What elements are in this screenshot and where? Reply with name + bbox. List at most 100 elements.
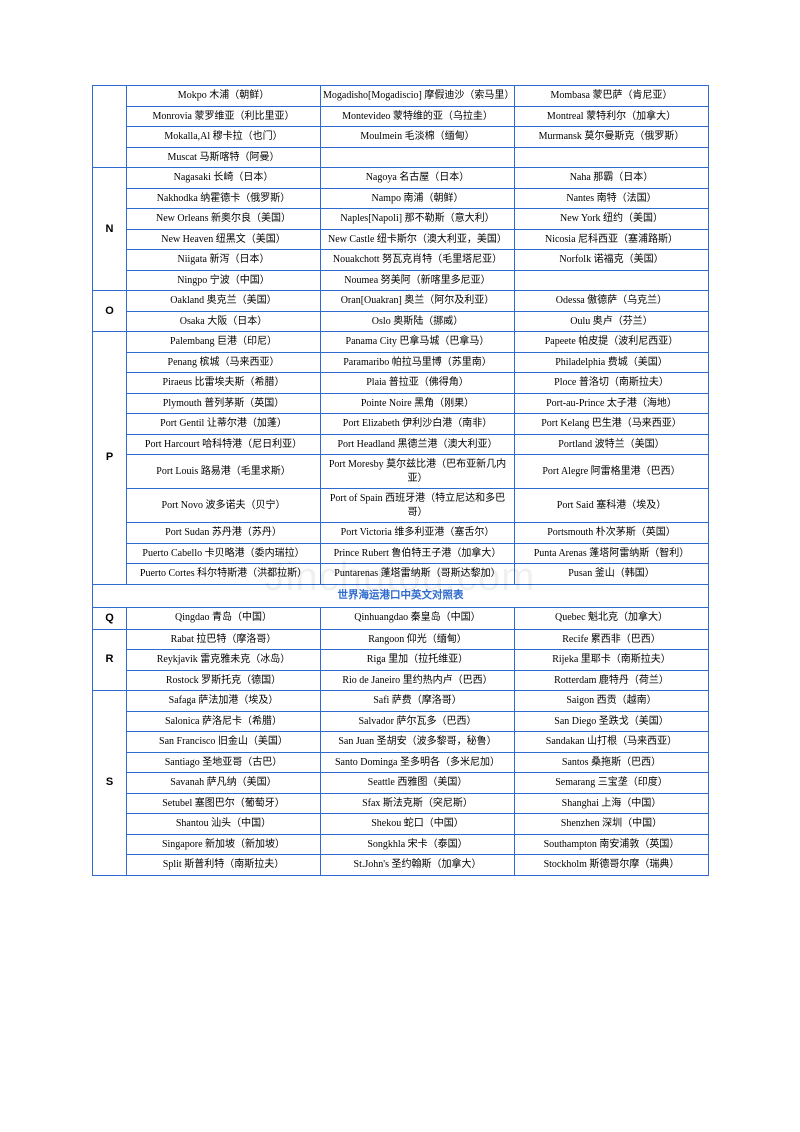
table-row: Split 斯普利特（南斯拉夫）St.John's 圣约翰斯（加拿大）Stock… bbox=[93, 855, 709, 876]
port-cell: Rijeka 里耶卡（南斯拉夫） bbox=[515, 650, 709, 671]
port-cell: Seattle 西雅图（美国） bbox=[321, 773, 515, 794]
port-cell: Philadelphia 费城（美国） bbox=[515, 352, 709, 373]
port-cell: Salvador 萨尔瓦多（巴西） bbox=[321, 711, 515, 732]
port-cell: New Orleans 新奥尔良（美国） bbox=[127, 209, 321, 230]
port-cell: Paramaribo 帕拉马里博（苏里南） bbox=[321, 352, 515, 373]
port-cell: Nantes 南特（法国） bbox=[515, 188, 709, 209]
port-cell: Pusan 釜山（韩国） bbox=[515, 564, 709, 585]
port-cell: Port Moresby 莫尔兹比港（巴布亚新几内亚） bbox=[321, 455, 515, 489]
port-cell: Mombasa 蒙巴萨（肯尼亚） bbox=[515, 86, 709, 107]
port-cell bbox=[515, 147, 709, 168]
port-cell: New Castle 纽卡斯尔（澳大利亚，美国） bbox=[321, 229, 515, 250]
port-cell: San Juan 圣胡安（波多黎哥，秘鲁） bbox=[321, 732, 515, 753]
port-cell: Mokalla,Al 穆卡拉（也门） bbox=[127, 127, 321, 148]
port-cell: Setubel 塞图巴尔（葡萄牙） bbox=[127, 793, 321, 814]
table-row: OOakland 奥克兰（美国）Oran[Ouakran] 奥兰（阿尔及利亚）O… bbox=[93, 291, 709, 312]
port-cell: Port Kelang 巴生港（马来西亚） bbox=[515, 414, 709, 435]
port-cell: Safi 萨费（摩洛哥） bbox=[321, 691, 515, 712]
port-cell: Nagoya 名古屋（日本） bbox=[321, 168, 515, 189]
port-cell: Port Alegre 阿雷格里港（巴西） bbox=[515, 455, 709, 489]
port-cell: Norfolk 诺福克（美国） bbox=[515, 250, 709, 271]
port-cell: San Diego 圣跌戈（美国） bbox=[515, 711, 709, 732]
port-cell: Punta Arenas 蓬塔阿雷纳斯（智利） bbox=[515, 543, 709, 564]
port-cell: Nampo 南浦（朝鲜） bbox=[321, 188, 515, 209]
port-cell: Port-au-Prince 太子港（海地） bbox=[515, 393, 709, 414]
letter-cell: O bbox=[93, 291, 127, 332]
table-row: Santiago 圣地亚哥（古巴）Santo Dominga 圣多明各（多米尼加… bbox=[93, 752, 709, 773]
table-row: Puerto Cabello 卡贝略港（委内瑞拉）Prince Rubert 鲁… bbox=[93, 543, 709, 564]
port-cell: Reykjavik 雷克雅未克（冰岛） bbox=[127, 650, 321, 671]
table-row: Niigata 新泻（日本）Nouakchott 努瓦克肖特（毛里塔尼亚）Nor… bbox=[93, 250, 709, 271]
port-cell: Muscat 马斯喀特（阿曼） bbox=[127, 147, 321, 168]
table-row: PPalembang 巨港（印尼）Panama City 巴拿马城（巴拿马）Pa… bbox=[93, 332, 709, 353]
table-row: QQingdao 青岛（中国）Qinhuangdao 秦皇岛（中国）Quebec… bbox=[93, 607, 709, 629]
table-row: Muscat 马斯喀特（阿曼） bbox=[93, 147, 709, 168]
port-cell: Port Novo 波多诺夫（贝宁） bbox=[127, 489, 321, 523]
port-cell: Murmansk 莫尔曼斯克（俄罗斯） bbox=[515, 127, 709, 148]
table-row: Monrovia 蒙罗维亚（利比里亚）Montevideo 蒙特维的亚（乌拉圭）… bbox=[93, 106, 709, 127]
port-cell: Port Elizabeth 伊利沙白港（南非） bbox=[321, 414, 515, 435]
port-cell: Sfax 斯法克斯（突尼斯） bbox=[321, 793, 515, 814]
table-row: Penang 槟城（马来西亚）Paramaribo 帕拉马里博（苏里南）Phil… bbox=[93, 352, 709, 373]
port-cell bbox=[515, 270, 709, 291]
port-cell: New Heaven 纽黑文（美国） bbox=[127, 229, 321, 250]
port-cell: Montevideo 蒙特维的亚（乌拉圭） bbox=[321, 106, 515, 127]
port-cell: Santos 桑拖斯（巴西） bbox=[515, 752, 709, 773]
table-row: Shantou 汕头（中国）Shekou 蛇口（中国）Shenzhen 深圳（中… bbox=[93, 814, 709, 835]
port-cell: Saigon 西贡（越南） bbox=[515, 691, 709, 712]
port-cell: Southampton 南安浦敦（英国） bbox=[515, 834, 709, 855]
table-row: SSafaga 萨法加港（埃及）Safi 萨费（摩洛哥）Saigon 西贡（越南… bbox=[93, 691, 709, 712]
page-container: Mokpo 木浦（朝鲜）Mogadisho[Mogadiscio] 摩假迪沙（索… bbox=[0, 0, 800, 936]
port-cell: Nicosia 尼科西亚（塞浦路斯） bbox=[515, 229, 709, 250]
port-cell: Pointe Noire 黑角（刚果） bbox=[321, 393, 515, 414]
letter-cell: P bbox=[93, 332, 127, 585]
port-cell: Rotterdam 鹿特丹（荷兰） bbox=[515, 670, 709, 691]
table-row: RRabat 拉巴特（摩洛哥）Rangoon 仰光（缅甸）Recife 累西非（… bbox=[93, 629, 709, 650]
port-cell: Riga 里加（拉托维亚） bbox=[321, 650, 515, 671]
port-cell: Port Louis 路易港（毛里求斯） bbox=[127, 455, 321, 489]
table-row: Mokpo 木浦（朝鲜）Mogadisho[Mogadiscio] 摩假迪沙（索… bbox=[93, 86, 709, 107]
port-cell: Split 斯普利特（南斯拉夫） bbox=[127, 855, 321, 876]
table-row: Nakhodka 纳霍德卡（俄罗斯）Nampo 南浦（朝鲜）Nantes 南特（… bbox=[93, 188, 709, 209]
table-row: Reykjavik 雷克雅未克（冰岛）Riga 里加（拉托维亚）Rijeka 里… bbox=[93, 650, 709, 671]
port-cell: Oran[Ouakran] 奥兰（阿尔及利亚） bbox=[321, 291, 515, 312]
port-cell: St.John's 圣约翰斯（加拿大） bbox=[321, 855, 515, 876]
letter-cell: R bbox=[93, 629, 127, 691]
table-row: Ningpo 宁波（中国）Noumea 努美阿（新喀里多尼亚） bbox=[93, 270, 709, 291]
table-row: Port Gentil 让蒂尔港（加蓬）Port Elizabeth 伊利沙白港… bbox=[93, 414, 709, 435]
port-cell: Singapore 新加坡（新加坡） bbox=[127, 834, 321, 855]
port-cell: Mokpo 木浦（朝鲜） bbox=[127, 86, 321, 107]
port-cell: Shekou 蛇口（中国） bbox=[321, 814, 515, 835]
port-cell: Niigata 新泻（日本） bbox=[127, 250, 321, 271]
table-row: Salonica 萨洛尼卡（希腊）Salvador 萨尔瓦多（巴西）San Di… bbox=[93, 711, 709, 732]
port-cell: Port Gentil 让蒂尔港（加蓬） bbox=[127, 414, 321, 435]
port-cell: Semarang 三宝垄（印度） bbox=[515, 773, 709, 794]
port-cell: Safaga 萨法加港（埃及） bbox=[127, 691, 321, 712]
table-row: Port Harcourt 哈科特港（尼日利亚）Port Headland 黑德… bbox=[93, 434, 709, 455]
port-cell: Nouakchott 努瓦克肖特（毛里塔尼亚） bbox=[321, 250, 515, 271]
port-cell: Shenzhen 深圳（中国） bbox=[515, 814, 709, 835]
port-cell: Sandakan 山打根（马来西亚） bbox=[515, 732, 709, 753]
letter-cell: Q bbox=[93, 607, 127, 629]
port-cell: Naples[Napoli] 那不勒斯（意大利） bbox=[321, 209, 515, 230]
table-row: Puerto Cortes 科尔特斯港（洪都拉斯）Puntarenas 蓬塔雷纳… bbox=[93, 564, 709, 585]
port-cell: Papeete 帕皮提（波利尼西亚） bbox=[515, 332, 709, 353]
port-cell: Shantou 汕头（中国） bbox=[127, 814, 321, 835]
port-cell: Salonica 萨洛尼卡（希腊） bbox=[127, 711, 321, 732]
port-cell: Oakland 奥克兰（美国） bbox=[127, 291, 321, 312]
port-cell: Piraeus 比雷埃夫斯（希腊） bbox=[127, 373, 321, 394]
port-cell: Montreal 蒙特利尔（加拿大） bbox=[515, 106, 709, 127]
section-title: 世界海运港口中英文对照表 bbox=[93, 584, 709, 607]
port-cell: Port Harcourt 哈科特港（尼日利亚） bbox=[127, 434, 321, 455]
port-cell: Rangoon 仰光（缅甸） bbox=[321, 629, 515, 650]
letter-cell: S bbox=[93, 691, 127, 876]
table-row: Plymouth 普列茅斯（英国）Pointe Noire 黑角（刚果）Port… bbox=[93, 393, 709, 414]
port-cell: Qinhuangdao 秦皇岛（中国） bbox=[321, 607, 515, 629]
port-cell: Port Sudan 苏丹港（苏丹） bbox=[127, 523, 321, 544]
port-cell: Shanghai 上海（中国） bbox=[515, 793, 709, 814]
letter-cell bbox=[93, 86, 127, 168]
table-row: Rostock 罗斯托克（德国）Rio de Janeiro 里约热内卢（巴西）… bbox=[93, 670, 709, 691]
port-cell: Naha 那霸（日本） bbox=[515, 168, 709, 189]
port-cell: Savanah 萨凡纳（美国） bbox=[127, 773, 321, 794]
port-cell: Moulmein 毛淡棉（缅甸） bbox=[321, 127, 515, 148]
